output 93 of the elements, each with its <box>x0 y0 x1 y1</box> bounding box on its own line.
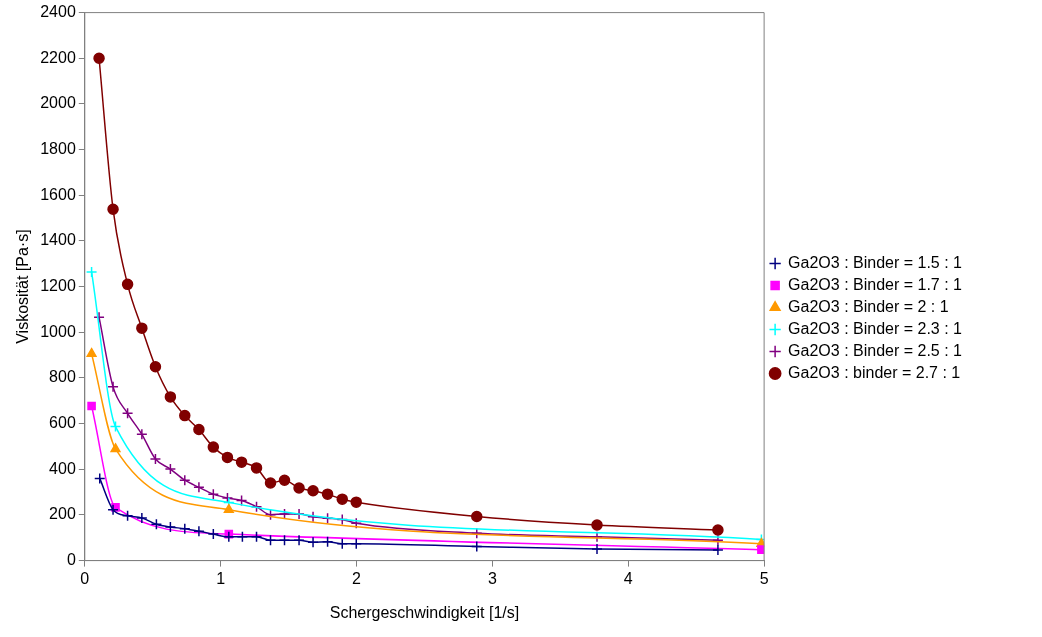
point <box>193 525 205 537</box>
point <box>293 508 305 520</box>
point <box>321 488 334 500</box>
legend-label: Ga2O3 : Binder = 2.3 : 1 <box>788 319 963 337</box>
point <box>86 347 97 357</box>
y-axis-title: Viskosität [Pa·s] <box>14 229 32 344</box>
y-tick-label: 200 <box>49 505 76 523</box>
point <box>85 266 98 278</box>
point <box>164 463 177 475</box>
y-tick-label: 0 <box>66 551 76 569</box>
point <box>193 423 205 436</box>
point <box>121 407 134 420</box>
point <box>712 534 724 547</box>
point <box>471 527 483 539</box>
point <box>471 540 483 553</box>
point <box>336 493 349 505</box>
x-tick-label: 0 <box>80 569 90 587</box>
x-tick-label: 5 <box>759 569 769 587</box>
x-tick-label: 1 <box>216 569 226 587</box>
point <box>264 534 277 547</box>
point <box>193 481 205 494</box>
point <box>321 535 334 548</box>
point <box>336 537 349 550</box>
point <box>235 456 248 468</box>
point <box>150 518 163 531</box>
y-tick-label: 1600 <box>40 185 76 203</box>
point <box>350 537 362 550</box>
point <box>121 278 134 291</box>
y-tick-label: 1000 <box>40 322 76 340</box>
point <box>293 534 305 547</box>
y-tick-label: 2200 <box>40 48 76 66</box>
legend-label: Ga2O3 : Binder = 2 : 1 <box>788 297 949 315</box>
point <box>107 203 119 215</box>
point <box>250 531 263 543</box>
point <box>250 462 263 474</box>
point <box>293 482 305 494</box>
point <box>109 420 122 433</box>
point <box>712 544 724 556</box>
point <box>321 512 334 524</box>
y-tick-label: 800 <box>49 368 76 386</box>
y-tick-label: 1800 <box>40 140 76 158</box>
legend-label: Ga2O3 : Binder = 1.5 : 1 <box>788 253 963 271</box>
point <box>179 522 191 535</box>
point <box>164 521 177 533</box>
point <box>107 381 119 393</box>
y-tick-label: 2400 <box>40 3 76 21</box>
legend-label: Ga2O3 : Binder = 1.7 : 1 <box>788 275 963 293</box>
point <box>235 494 248 507</box>
point <box>223 503 234 513</box>
point <box>179 474 191 486</box>
point <box>278 474 291 486</box>
legend-label: Ga2O3 : Binder = 2.5 : 1 <box>788 341 963 359</box>
y-tick-label: 2000 <box>40 94 76 112</box>
point <box>278 534 291 547</box>
point <box>757 545 765 554</box>
point <box>471 510 483 523</box>
point <box>136 428 148 441</box>
point <box>221 451 234 464</box>
point <box>264 477 277 489</box>
point <box>712 524 724 536</box>
point <box>93 472 106 485</box>
point <box>207 528 220 540</box>
point <box>136 512 148 524</box>
point <box>307 536 319 549</box>
point <box>591 519 603 531</box>
point <box>350 496 362 508</box>
x-tick-label: 4 <box>623 569 633 587</box>
point <box>149 361 162 373</box>
point <box>110 443 121 453</box>
point <box>307 484 319 497</box>
point <box>164 391 177 403</box>
y-tick-label: 1400 <box>40 231 76 249</box>
y-tick-label: 400 <box>49 459 76 477</box>
point <box>107 503 119 516</box>
y-tick-label: 600 <box>49 414 76 432</box>
y-tick-label: 1200 <box>40 277 76 295</box>
point <box>591 531 603 543</box>
point <box>236 531 249 543</box>
point <box>591 543 603 555</box>
legend-label: Ga2O3 : binder = 2.7 : 1 <box>788 363 961 381</box>
point <box>93 311 105 323</box>
point <box>207 488 220 500</box>
point <box>136 322 148 334</box>
point <box>207 441 220 453</box>
x-tick-label: 3 <box>487 569 497 587</box>
point <box>87 401 96 411</box>
point <box>223 531 235 543</box>
x-tick-label: 2 <box>352 569 362 587</box>
point <box>93 52 105 65</box>
point <box>179 409 191 422</box>
point <box>121 510 134 522</box>
x-axis-title: Schergeschwindigkeit [1/s] <box>329 603 520 621</box>
point <box>149 453 162 465</box>
